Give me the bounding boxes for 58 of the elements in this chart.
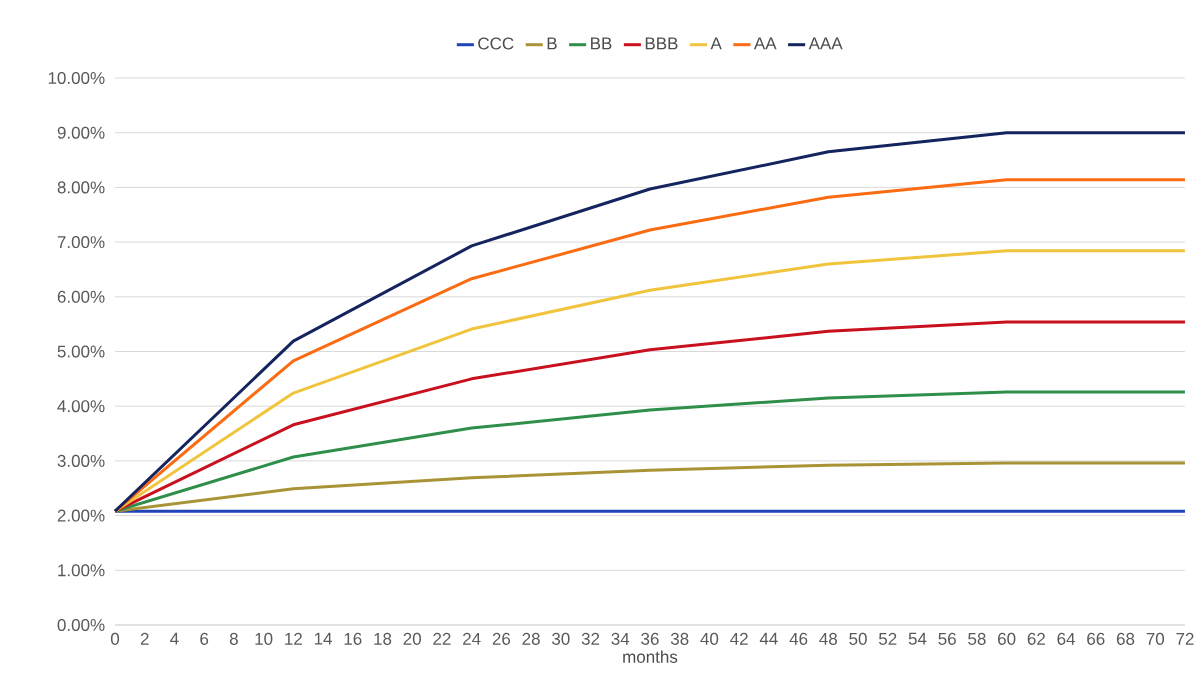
x-tick-label: 72 [1176, 632, 1194, 645]
x-tick-label: 50 [849, 632, 867, 645]
x-tick-label: 2 [140, 632, 149, 645]
y-tick-label: 7.00% [57, 236, 105, 249]
line-series [113, 390, 1187, 513]
x-tick-label: 6 [200, 632, 209, 645]
x-tick-label: 48 [819, 632, 838, 645]
x-tick-label: 30 [552, 632, 570, 645]
x-tick-label: 42 [730, 632, 748, 645]
x-tick-label: 62 [1027, 632, 1045, 645]
legend-label: A [710, 37, 722, 50]
x-tick-label: 26 [492, 632, 511, 645]
x-tick-label: 4 [170, 632, 179, 645]
x-tick-label: 56 [938, 632, 956, 645]
x-tick-label: 40 [700, 632, 719, 645]
x-tick-label: 22 [433, 632, 451, 645]
x-tick-label: 70 [1146, 632, 1165, 645]
y-tick-label: 8.00% [57, 181, 105, 194]
x-tick-label: 34 [611, 632, 630, 645]
y-tick-label: 2.00% [57, 509, 105, 522]
y-tick-label: 9.00% [57, 126, 105, 139]
x-tick-label: 16 [344, 632, 362, 645]
legend-label: AAA [808, 37, 843, 50]
y-tick-label: 3.00% [57, 454, 105, 467]
line-series [113, 461, 1187, 513]
x-tick-label: 54 [908, 632, 927, 645]
y-tick-label: 10.00% [48, 71, 105, 85]
x-tick-label: 12 [285, 632, 302, 645]
legend-label: BBB [645, 37, 678, 50]
legend-label: AA [753, 37, 777, 50]
x-tick-label: 46 [789, 632, 808, 645]
x-tick-label: 0 [110, 632, 120, 645]
y-tick-label: 1.00% [58, 564, 105, 577]
x-tick-label: 68 [1116, 632, 1135, 645]
x-axis-title: months [623, 650, 678, 663]
x-tick-label: 10 [255, 632, 273, 645]
x-tick-label: 44 [759, 632, 778, 645]
y-tick-label: 0.00% [57, 618, 105, 632]
legend-label: BB [591, 37, 612, 50]
x-tick-label: 28 [522, 632, 540, 645]
x-tick-label: 60 [998, 632, 1016, 645]
x-tick-label: 36 [641, 632, 659, 645]
x-tick-label: 24 [463, 632, 481, 645]
legend-label: B [547, 37, 557, 50]
legend-label: CCC [478, 37, 514, 50]
y-tick-label: 4.00% [57, 400, 105, 413]
x-tick-label: 18 [374, 632, 392, 645]
x-tick-label: 66 [1087, 632, 1105, 645]
x-tick-label: 14 [314, 632, 333, 645]
x-tick-label: 58 [968, 632, 986, 645]
x-tick-label: 64 [1057, 632, 1076, 645]
x-tick-label: 52 [878, 632, 897, 645]
y-tick-label: 6.00% [57, 290, 105, 303]
x-tick-label: 8 [229, 632, 238, 645]
y-tick-label: 5.00% [57, 345, 105, 358]
x-tick-label: 20 [403, 632, 422, 645]
x-tick-label: 38 [670, 632, 689, 645]
x-tick-label: 32 [581, 632, 600, 645]
